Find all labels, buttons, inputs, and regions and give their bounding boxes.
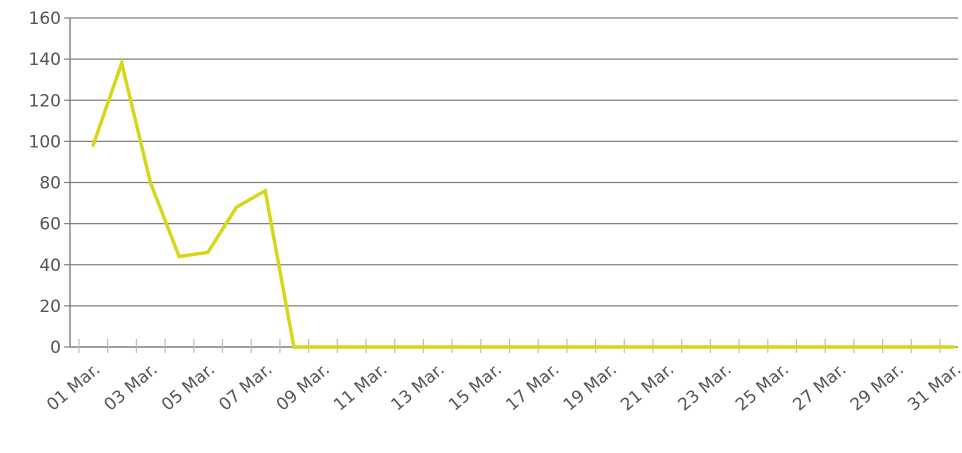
data-point (120, 61, 124, 65)
x-tick-label: 03 Mar. (101, 360, 162, 416)
data-point (292, 345, 296, 349)
x-tick-label: 13 Mar. (388, 360, 449, 416)
x-tick-label: 25 Mar. (732, 360, 793, 416)
x-tick-label: 17 Mar. (502, 360, 563, 416)
data-point (895, 345, 899, 349)
x-tick-label: 29 Mar. (847, 360, 908, 416)
data-point (349, 345, 353, 349)
y-tick-label: 60 (39, 215, 61, 235)
data-point (866, 345, 870, 349)
data-point (407, 345, 411, 349)
data-point (579, 345, 583, 349)
data-point (235, 205, 238, 209)
data-point (148, 181, 152, 184)
data-point (177, 255, 181, 259)
y-tick-label: 140 (29, 50, 61, 70)
data-point (636, 345, 640, 349)
data-point (550, 345, 554, 349)
x-tick-label: 09 Mar. (273, 360, 334, 416)
x-tick-label: 23 Mar. (675, 360, 736, 416)
data-point (464, 345, 468, 349)
x-tick-label: 11 Mar. (330, 360, 391, 416)
y-tick-label: 80 (39, 174, 61, 194)
data-point (608, 345, 612, 349)
x-tick-label: 27 Mar. (789, 360, 850, 416)
y-tick-label: 120 (29, 91, 61, 111)
series-layer (91, 57, 956, 349)
data-point (952, 345, 956, 349)
data-point (493, 345, 497, 349)
data-point (91, 143, 95, 147)
series-line-0 (91, 57, 954, 349)
x-axis: 01 Mar.03 Mar.05 Mar.07 Mar.09 Mar.11 Ma… (43, 339, 962, 415)
y-axis: 0 20 40 60 80 100 120 140 160 (29, 9, 71, 358)
data-point (722, 345, 726, 349)
x-tick-label: 21 Mar. (617, 360, 678, 416)
x-tick-label: 01 Mar. (43, 360, 104, 416)
y-tick-label: 160 (29, 9, 61, 29)
data-point (378, 345, 382, 349)
x-tick-label: 19 Mar. (560, 360, 621, 416)
data-point (435, 345, 439, 349)
y-tick-label: 40 (39, 256, 61, 276)
data-point (694, 345, 698, 349)
y-tick-label: 100 (29, 132, 61, 152)
data-point (751, 345, 755, 349)
data-point (809, 345, 812, 349)
data-point (780, 345, 784, 349)
x-tick-label: 07 Mar. (215, 360, 276, 416)
x-tick-label: 15 Mar. (445, 360, 506, 416)
data-point (522, 345, 525, 349)
data-point (263, 189, 267, 193)
y-tick-label: 0 (50, 338, 61, 358)
y-tick-label: 20 (39, 297, 61, 317)
data-point (923, 345, 927, 349)
x-tick-label: 05 Mar. (158, 360, 219, 416)
data-point (206, 250, 210, 254)
x-tick-label: 31 Mar. (904, 360, 962, 416)
data-point (665, 345, 669, 349)
data-point (321, 345, 325, 349)
data-point (837, 345, 841, 349)
gridlines (70, 17, 958, 307)
